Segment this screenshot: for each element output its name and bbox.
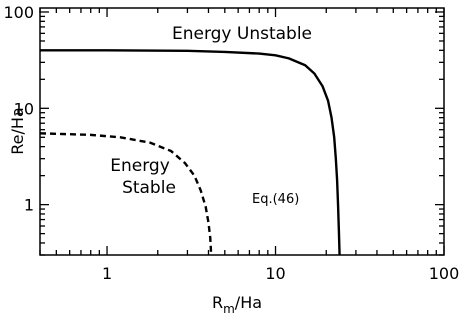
dashed-boundary-line — [39, 132, 213, 256]
x-tick-label: 100 — [429, 264, 460, 283]
x-axis-title: Rm/Ha — [212, 293, 262, 316]
x-tick-label: 1 — [102, 264, 112, 283]
y-tick-label: 100 — [3, 3, 34, 22]
plot-area-frame — [39, 7, 445, 256]
series-layer — [39, 49, 341, 256]
x-axis-title-subscript: m — [223, 302, 235, 316]
y-tick-label: 1 — [24, 196, 34, 215]
annotation-equation-ref: Eq.(46) — [252, 192, 299, 207]
solid-boundary-line — [40, 49, 341, 256]
x-axis-ticks: 1 10 100 — [39, 8, 460, 283]
annotation-energy-stable-line2: Stable — [122, 178, 176, 198]
x-axis-title-suffix: /Ha — [235, 293, 262, 312]
annotation-energy-unstable: Energy Unstable — [172, 24, 312, 44]
y-axis-ticks: 1 10 100 — [3, 3, 444, 256]
x-axis-title-main: R — [212, 293, 223, 312]
y-tick-label: 10 — [14, 99, 34, 118]
x-tick-label: 10 — [265, 264, 285, 283]
y-axis-title: Re/Ha — [8, 107, 27, 154]
annotation-energy-stable-line1: Energy — [110, 156, 170, 176]
